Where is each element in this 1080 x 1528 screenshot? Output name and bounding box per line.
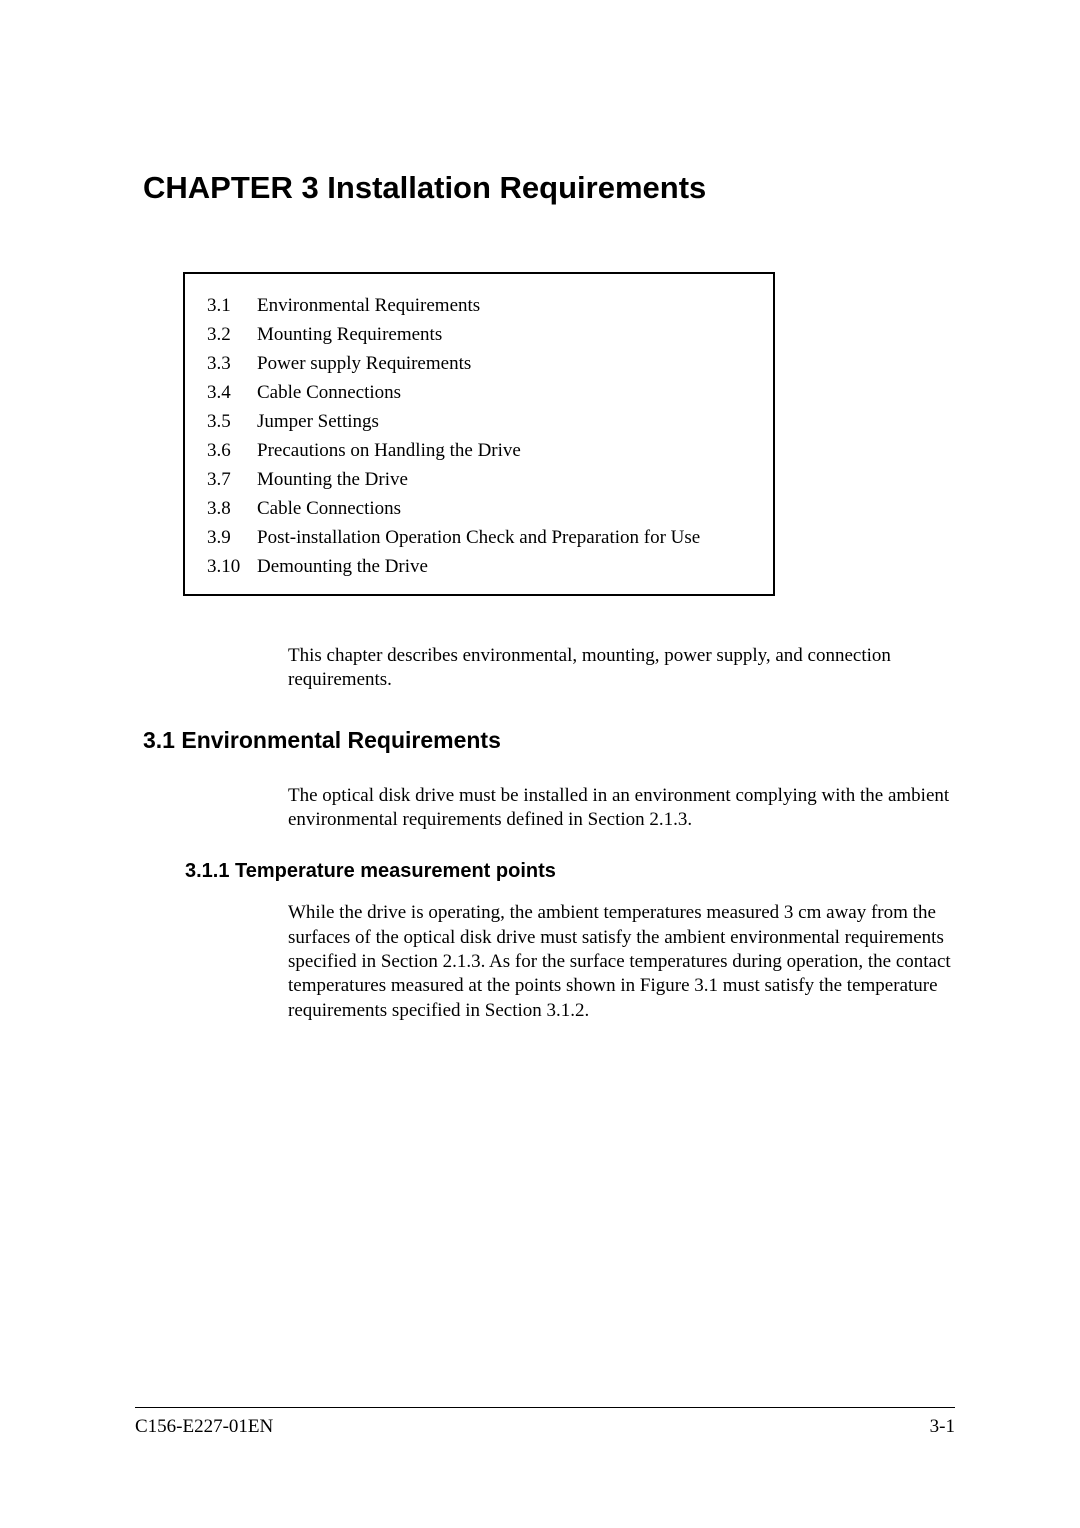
toc-row: 3.3 Power supply Requirements (207, 354, 753, 373)
toc-row: 3.5 Jumper Settings (207, 412, 753, 431)
footer-rule (135, 1407, 955, 1408)
page-footer: C156-E227-01EN 3-1 (135, 1407, 955, 1438)
footer-line: C156-E227-01EN 3-1 (135, 1416, 955, 1438)
toc-num: 3.6 (207, 441, 257, 460)
toc-row: 3.2 Mounting Requirements (207, 325, 753, 344)
toc-row: 3.10 Demounting the Drive (207, 557, 753, 576)
toc-row: 3.1 Environmental Requirements (207, 296, 753, 315)
toc-label: Mounting Requirements (257, 325, 442, 344)
toc-row: 3.6 Precautions on Handling the Drive (207, 441, 753, 460)
toc-box: 3.1 Environmental Requirements 3.2 Mount… (183, 272, 775, 596)
toc-label: Post-installation Operation Check and Pr… (257, 528, 700, 547)
toc-row: 3.9 Post-installation Operation Check an… (207, 528, 753, 547)
toc-row: 3.8 Cable Connections (207, 499, 753, 518)
chapter-title: CHAPTER 3 Installation Requirements (143, 170, 955, 206)
toc-label: Cable Connections (257, 383, 401, 402)
toc-label: Environmental Requirements (257, 296, 480, 315)
section-3-1-body: The optical disk drive must be installed… (288, 784, 955, 833)
toc-num: 3.2 (207, 325, 257, 344)
toc-row: 3.7 Mounting the Drive (207, 470, 753, 489)
footer-doc-id: C156-E227-01EN (135, 1416, 273, 1438)
toc-row: 3.4 Cable Connections (207, 383, 753, 402)
toc-label: Cable Connections (257, 499, 401, 518)
toc-num: 3.3 (207, 354, 257, 373)
footer-page-number: 3-1 (930, 1416, 955, 1438)
page: CHAPTER 3 Installation Requirements 3.1 … (0, 0, 1080, 1528)
toc-num: 3.9 (207, 528, 257, 547)
toc-num: 3.7 (207, 470, 257, 489)
toc-label: Mounting the Drive (257, 470, 408, 489)
toc-label: Jumper Settings (257, 412, 379, 431)
section-3-1-heading: 3.1 Environmental Requirements (143, 727, 955, 754)
toc-num: 3.1 (207, 296, 257, 315)
chapter-intro: This chapter describes environmental, mo… (288, 644, 955, 693)
section-3-1-1-body: While the drive is operating, the ambien… (288, 901, 955, 1023)
toc-num: 3.4 (207, 383, 257, 402)
toc-label: Power supply Requirements (257, 354, 471, 373)
toc-num: 3.10 (207, 557, 257, 576)
section-3-1-1-heading: 3.1.1 Temperature measurement points (185, 860, 955, 883)
toc-label: Precautions on Handling the Drive (257, 441, 521, 460)
toc-num: 3.5 (207, 412, 257, 431)
toc-label: Demounting the Drive (257, 557, 428, 576)
toc-num: 3.8 (207, 499, 257, 518)
